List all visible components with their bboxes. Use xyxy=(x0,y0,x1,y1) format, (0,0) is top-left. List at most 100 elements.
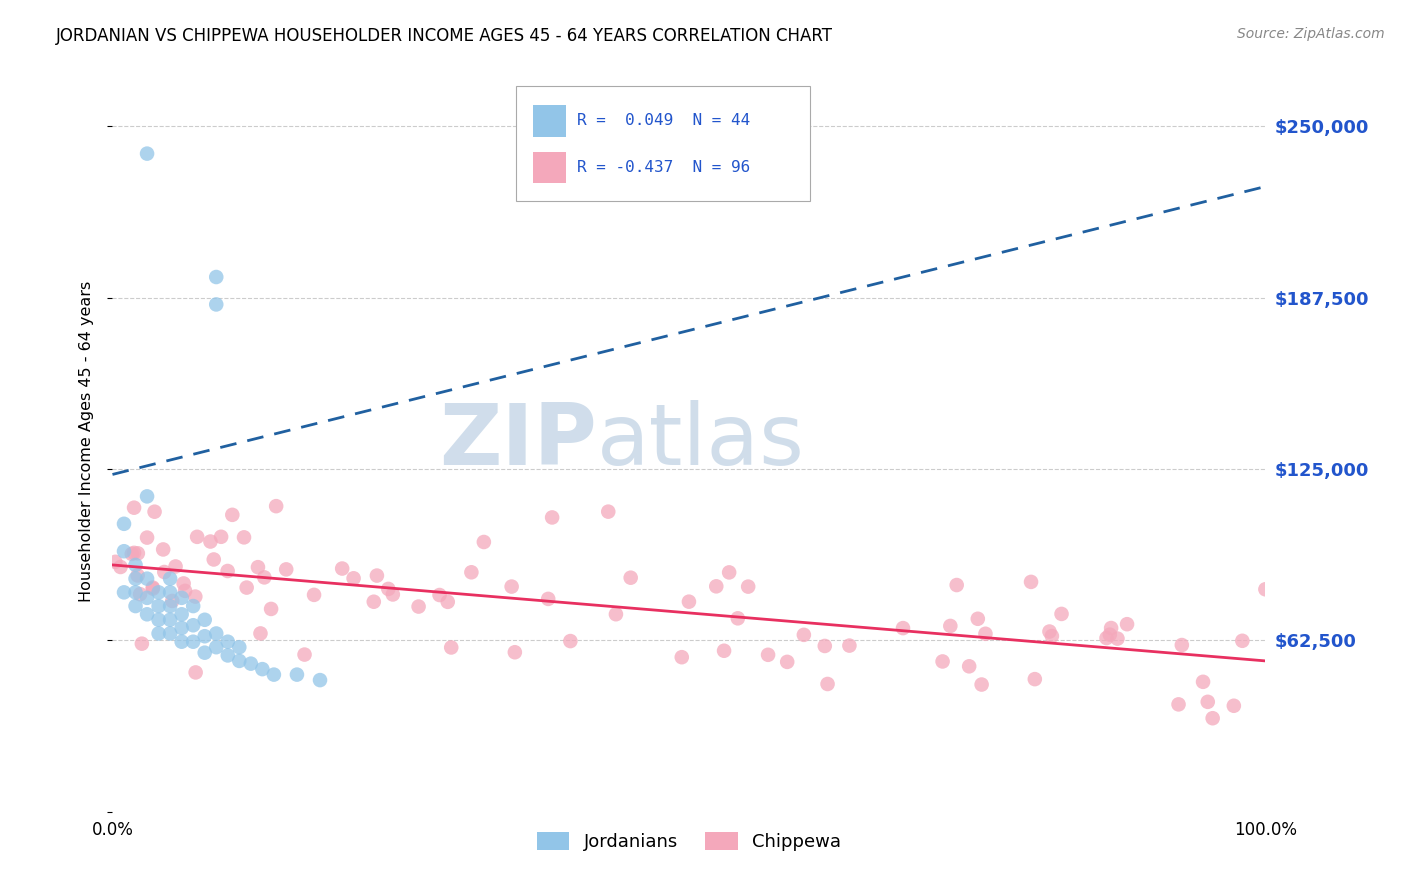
Point xyxy=(1116,617,1139,632)
Point xyxy=(541,510,564,524)
Point xyxy=(727,611,749,625)
Point xyxy=(366,568,388,582)
Point xyxy=(1167,698,1189,712)
Point xyxy=(260,602,283,616)
Point xyxy=(429,588,451,602)
Text: atlas: atlas xyxy=(596,400,804,483)
Point xyxy=(1024,672,1046,686)
Point xyxy=(1050,607,1073,621)
Point xyxy=(142,582,165,596)
Point xyxy=(148,626,170,640)
Point xyxy=(793,628,815,642)
Point xyxy=(148,585,170,599)
Point xyxy=(537,591,560,606)
Point xyxy=(605,607,627,622)
Point xyxy=(181,618,204,632)
Point xyxy=(233,530,256,544)
Point xyxy=(170,634,193,648)
Point xyxy=(142,581,165,595)
Point xyxy=(1107,632,1129,646)
Point xyxy=(966,612,988,626)
Point xyxy=(253,570,276,584)
Point xyxy=(221,508,243,522)
Point xyxy=(246,560,269,574)
Point xyxy=(309,673,332,687)
Point xyxy=(377,582,399,596)
Point xyxy=(170,621,193,635)
Point xyxy=(436,595,458,609)
Point xyxy=(1232,633,1254,648)
Point xyxy=(294,648,316,662)
Point xyxy=(264,499,287,513)
Point xyxy=(704,579,727,593)
Point xyxy=(1201,711,1223,725)
Point xyxy=(1197,695,1219,709)
Point xyxy=(217,634,239,648)
Point xyxy=(205,270,228,285)
Point xyxy=(252,662,274,676)
Point xyxy=(124,599,146,613)
Legend: Jordanians, Chippewa: Jordanians, Chippewa xyxy=(530,824,848,858)
Point xyxy=(1098,627,1121,641)
Point xyxy=(472,535,495,549)
Point xyxy=(194,646,217,660)
Point xyxy=(945,578,967,592)
Point xyxy=(678,595,700,609)
Point xyxy=(159,572,181,586)
Point xyxy=(891,621,914,635)
Point xyxy=(186,530,208,544)
Point xyxy=(194,613,217,627)
Point xyxy=(217,648,239,663)
Point xyxy=(127,546,149,560)
Point xyxy=(363,595,385,609)
Point xyxy=(408,599,430,614)
Point xyxy=(104,555,127,569)
Point xyxy=(1254,582,1277,597)
Point xyxy=(970,677,993,691)
Point xyxy=(671,650,693,665)
Point xyxy=(153,565,176,579)
Point xyxy=(440,640,463,655)
Y-axis label: Householder Income Ages 45 - 64 years: Householder Income Ages 45 - 64 years xyxy=(79,281,94,602)
Point xyxy=(174,583,197,598)
Point xyxy=(170,607,193,622)
Point xyxy=(302,588,325,602)
Point xyxy=(503,645,526,659)
Point xyxy=(143,505,166,519)
Text: R = -0.437  N = 96: R = -0.437 N = 96 xyxy=(576,160,751,175)
Point xyxy=(217,564,239,578)
Point xyxy=(249,626,271,640)
Point xyxy=(152,542,174,557)
Point xyxy=(285,667,308,681)
Point xyxy=(194,629,217,643)
Point xyxy=(162,594,184,608)
Text: Source: ZipAtlas.com: Source: ZipAtlas.com xyxy=(1237,27,1385,41)
Point xyxy=(1223,698,1246,713)
Point xyxy=(136,489,159,503)
Text: ZIP: ZIP xyxy=(439,400,596,483)
Text: R =  0.049  N = 44: R = 0.049 N = 44 xyxy=(576,113,751,128)
Point xyxy=(136,572,159,586)
Point xyxy=(330,561,353,575)
Point xyxy=(112,585,135,599)
Point xyxy=(202,552,225,566)
Point xyxy=(159,599,181,613)
Point xyxy=(1019,574,1042,589)
Point xyxy=(737,580,759,594)
Point xyxy=(1040,629,1063,643)
Point xyxy=(939,619,962,633)
Point xyxy=(136,146,159,161)
Point xyxy=(501,580,523,594)
Text: JORDANIAN VS CHIPPEWA HOUSEHOLDER INCOME AGES 45 - 64 YEARS CORRELATION CHART: JORDANIAN VS CHIPPEWA HOUSEHOLDER INCOME… xyxy=(56,27,834,45)
Point xyxy=(817,677,839,691)
Point xyxy=(110,560,132,574)
FancyBboxPatch shape xyxy=(516,87,810,201)
Point xyxy=(620,571,643,585)
Point xyxy=(148,599,170,613)
Point xyxy=(1171,638,1194,652)
Point xyxy=(159,585,181,599)
Point xyxy=(200,534,222,549)
Point xyxy=(121,547,143,561)
Point xyxy=(124,585,146,599)
Point xyxy=(838,639,860,653)
